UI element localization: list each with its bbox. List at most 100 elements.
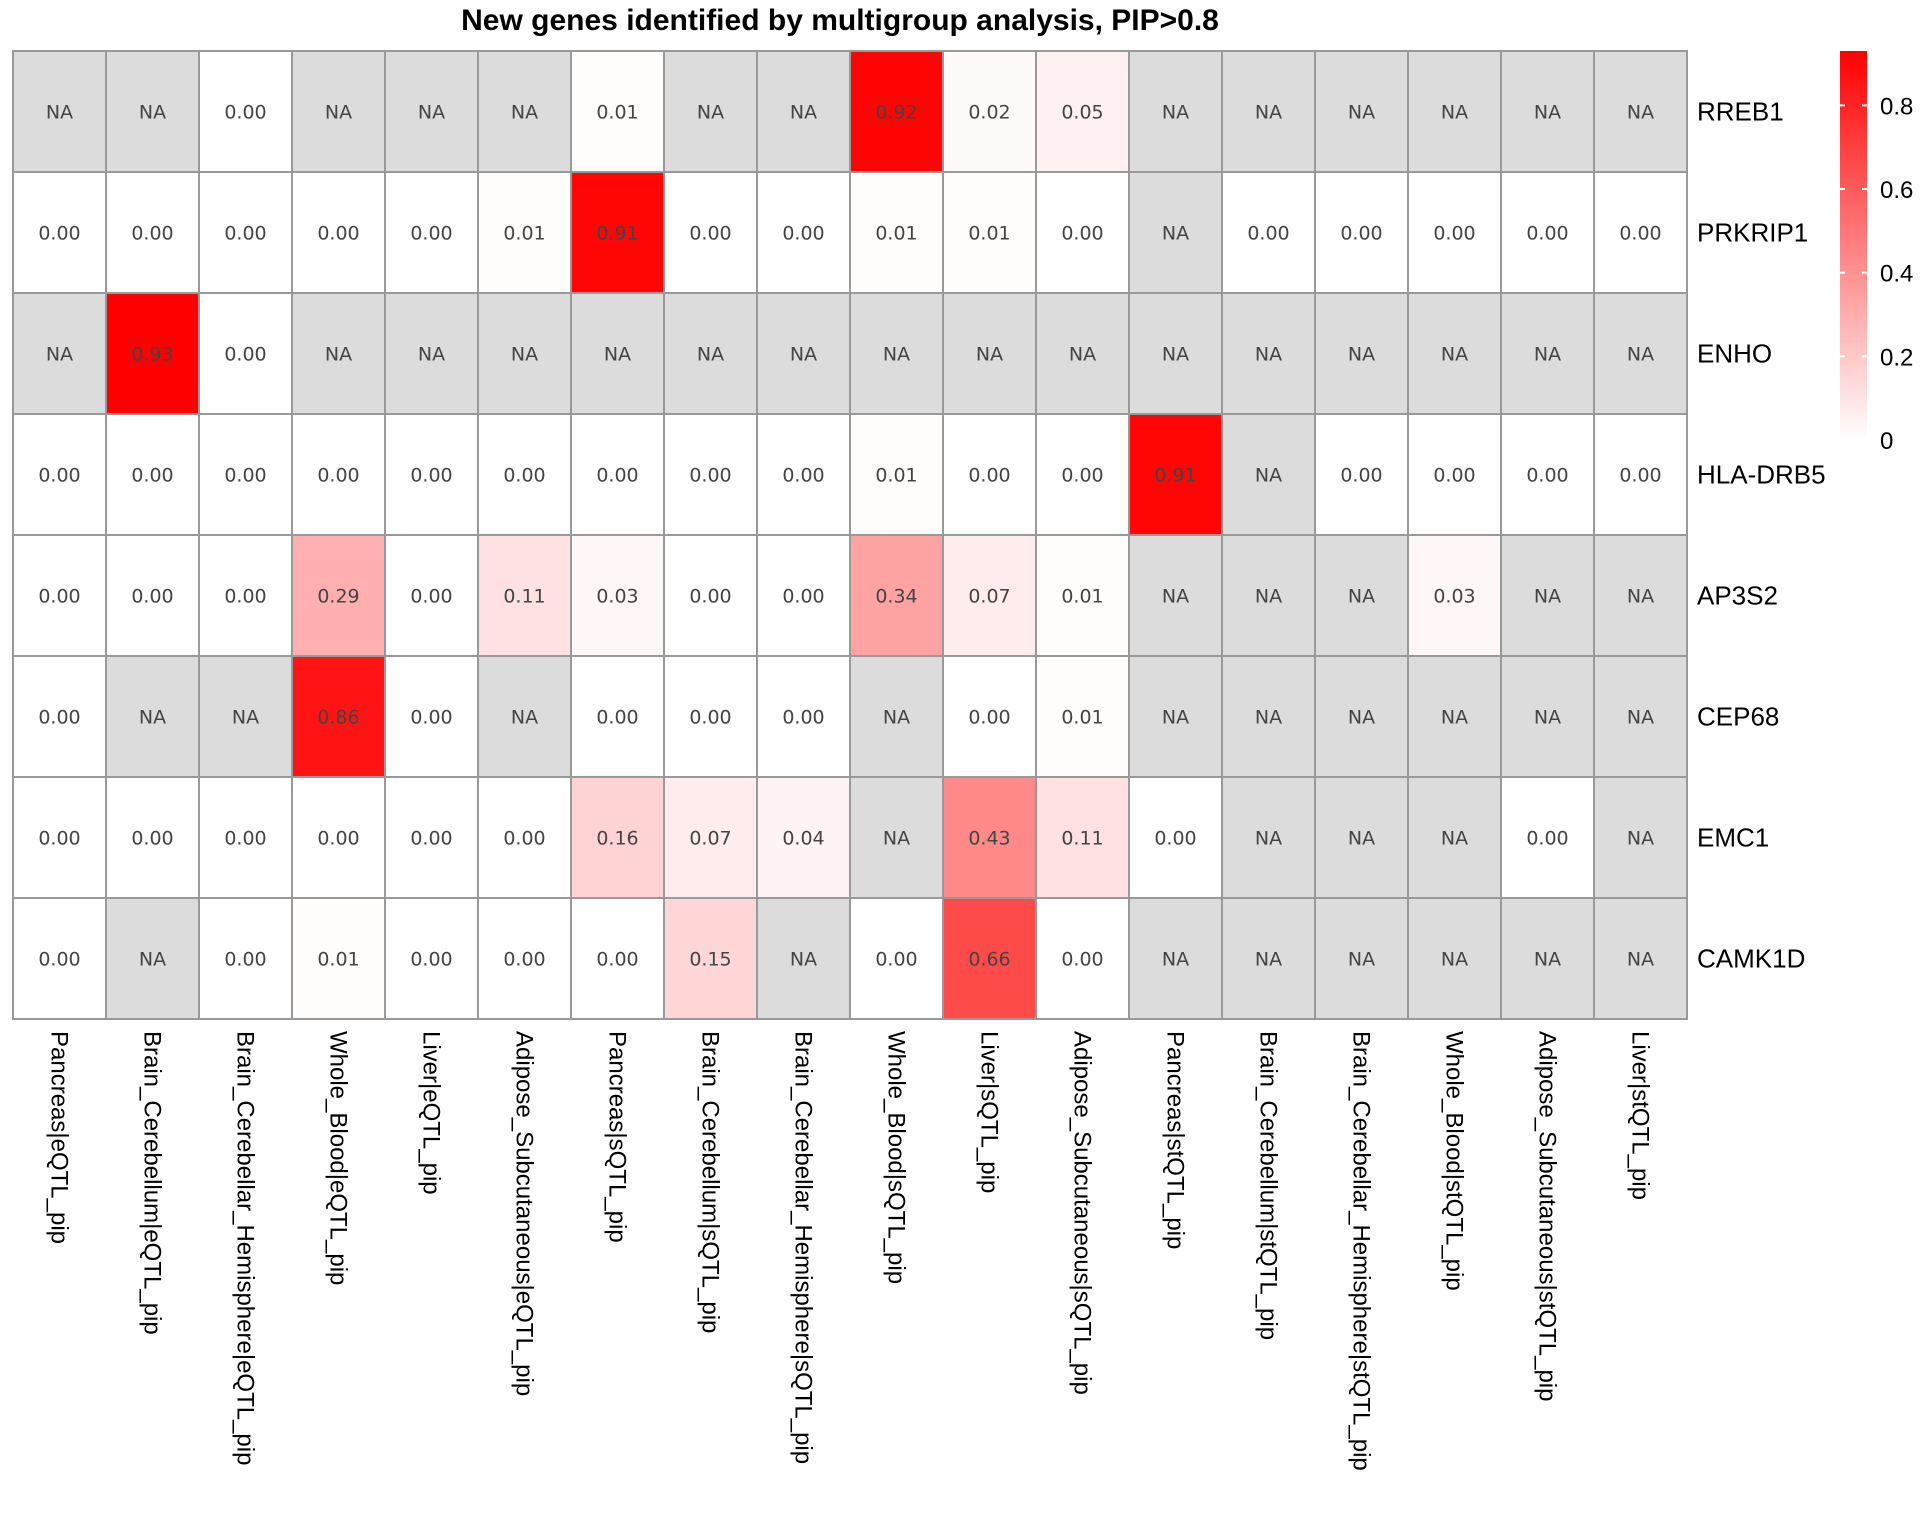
heatmap-cell: [1500, 534, 1595, 657]
heatmap-cell: [1500, 655, 1595, 778]
heatmap-cell: [477, 50, 572, 173]
heatmap-cell: [384, 655, 479, 778]
heatmap-cell: [1221, 655, 1316, 778]
cell-value-label: NA: [1255, 344, 1282, 366]
heatmap-cell: [105, 897, 200, 1020]
cell-value-label: NA: [1348, 102, 1375, 124]
heatmap-cell: [1407, 413, 1502, 536]
cell-value-label: 0.91: [1154, 465, 1196, 487]
heatmap-cell: [1128, 413, 1223, 536]
cell-value-label: NA: [1534, 344, 1561, 366]
cell-value-label: 0.00: [1061, 465, 1103, 487]
heatmap-cell: [1314, 655, 1409, 778]
cell-value-label: 0.00: [1433, 465, 1475, 487]
cell-value-label: NA: [1627, 828, 1654, 850]
heatmap-cell: [1593, 897, 1688, 1020]
cell-value-label: 0.11: [503, 586, 545, 608]
heatmap-cell: [756, 292, 851, 415]
cell-value-label: 0.03: [596, 586, 638, 608]
cell-value-label: NA: [883, 344, 910, 366]
cell-value-label: 0.00: [410, 949, 452, 971]
heatmap-cell: [1314, 534, 1409, 657]
cell-value-label: 0.00: [689, 465, 731, 487]
cell-value-label: 0.05: [1061, 102, 1103, 124]
row-labels: RREB1 PRKRIP1 ENHO HLA-DRB5 AP3S2 CEP68 EMC1 CA…: [1697, 97, 1826, 974]
cell-value-label: 0.00: [596, 949, 638, 971]
cell-value-label: 0.01: [1061, 586, 1103, 608]
cell-value-label: 0.00: [224, 223, 266, 245]
cell-value-label: NA: [46, 102, 73, 124]
heatmap-cell: [1035, 897, 1130, 1020]
cell-value-label: 0.00: [1619, 223, 1661, 245]
cell-value-label: 0.01: [968, 223, 1010, 245]
cell-value-label: 0.00: [689, 223, 731, 245]
cell-value-label: 0.00: [689, 586, 731, 608]
cell-value-label: 0.93: [131, 344, 173, 366]
cell-value-label: NA: [1348, 707, 1375, 729]
row-label: RREB1: [1697, 97, 1784, 127]
cell-value-label: 0.00: [1061, 949, 1103, 971]
heatmap-cell: [1593, 655, 1688, 778]
heatmap-cell: [384, 413, 479, 536]
cell-value-label: 0.43: [968, 828, 1010, 850]
heatmap-cell: [1221, 292, 1316, 415]
cell-value-label: NA: [46, 344, 73, 366]
cell-value-label: NA: [1069, 344, 1096, 366]
heatmap-cell: [1593, 292, 1688, 415]
cell-value-label: 0.07: [968, 586, 1010, 608]
heatmap-cell: [570, 292, 665, 415]
cell-value-label: NA: [1441, 949, 1468, 971]
heatmap-cell: [1035, 534, 1130, 657]
heatmap-cell: [1500, 292, 1595, 415]
cell-value-label: 0.01: [1061, 707, 1103, 729]
cell-value-label: 0.00: [38, 586, 80, 608]
heatmap-cell: [1407, 50, 1502, 173]
heatmap-cells: NA NA 0.00 NA NA NA 0.01 NA NA 0.92 0.02 0.05 NA NA NA…: [12, 50, 1688, 1020]
legend-tick-label: 0.2: [1880, 344, 1913, 371]
cell-value-label: 0.00: [131, 586, 173, 608]
heatmap-cell: [291, 776, 386, 899]
heatmap-cell: [1314, 292, 1409, 415]
heatmap-cell: [756, 897, 851, 1020]
cell-value-label: 0.11: [1061, 828, 1103, 850]
cell-value-label: 0.00: [410, 465, 452, 487]
cell-value-label: 0.00: [131, 223, 173, 245]
column-label: Brain_Cerebellum|eQTL_pip: [139, 1031, 166, 1335]
cell-value-label: 0.00: [782, 465, 824, 487]
heatmap-cell: [1128, 534, 1223, 657]
heatmap-cell: [105, 776, 200, 899]
cell-value-label: 0.01: [503, 223, 545, 245]
cell-value-label: 0.00: [1526, 465, 1568, 487]
cell-value-label: 0.07: [689, 828, 731, 850]
cell-value-label: NA: [883, 828, 910, 850]
cell-value-label: 0.00: [782, 223, 824, 245]
column-label: Adipose_Subcutaneous|sQTL_pip: [1069, 1031, 1096, 1395]
cell-value-label: NA: [1162, 586, 1189, 608]
cell-value-label: 0.00: [1247, 223, 1289, 245]
cell-value-label: NA: [1348, 344, 1375, 366]
cell-value-label: NA: [139, 949, 166, 971]
cell-value-label: 0.00: [782, 707, 824, 729]
heatmap-cell: [291, 897, 386, 1020]
cell-value-label: 0.00: [224, 828, 266, 850]
color-legend: 0 0.2 0.4 0.6 0.8: [1840, 51, 1913, 455]
column-label: Liver|eQTL_pip: [418, 1031, 445, 1195]
cell-value-label: 0.00: [38, 828, 80, 850]
column-label: Pancreas|stQTL_pip: [1162, 1031, 1189, 1249]
heatmap-cell: [291, 171, 386, 294]
heatmap-cell: [663, 50, 758, 173]
cell-value-label: NA: [1348, 586, 1375, 608]
cell-value-label: NA: [1162, 344, 1189, 366]
legend-tick-label: 0.4: [1880, 261, 1913, 288]
cell-value-label: NA: [1162, 102, 1189, 124]
column-label: Brain_Cerebellar_Hemisphere|eQTL_pip: [232, 1031, 259, 1465]
cell-value-label: NA: [1627, 586, 1654, 608]
cell-value-label: NA: [976, 344, 1003, 366]
cell-value-label: NA: [325, 344, 352, 366]
column-label: Whole_Blood|sQTL_pip: [883, 1031, 910, 1284]
cell-value-label: 0.92: [875, 102, 917, 124]
heatmap-cell: [198, 50, 293, 173]
cell-value-label: 0.00: [38, 949, 80, 971]
cell-value-label: 0.00: [689, 707, 731, 729]
